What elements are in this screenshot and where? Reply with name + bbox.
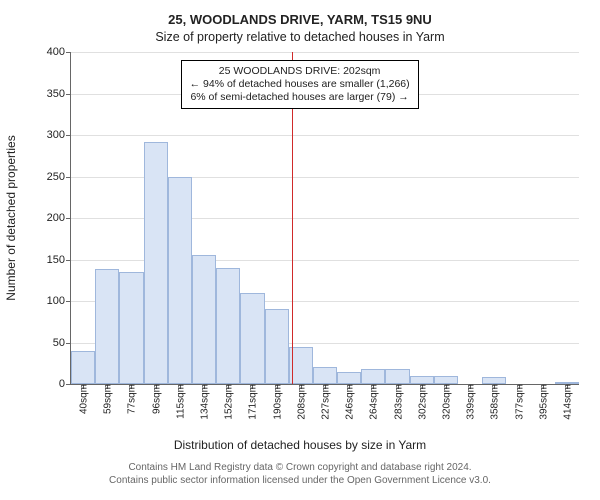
y-tick-label: 300 xyxy=(47,129,71,141)
gridline xyxy=(71,135,579,136)
histogram-bar xyxy=(361,369,385,384)
annotation-line-2: ← 94% of detached houses are smaller (1,… xyxy=(190,78,410,91)
histogram-bar xyxy=(434,376,458,384)
histogram-bar xyxy=(95,269,119,384)
footer-line-1: Contains HM Land Registry data © Crown c… xyxy=(0,462,600,475)
y-tick-label: 200 xyxy=(47,212,71,224)
histogram-bar xyxy=(265,309,289,384)
x-tick-label: 264sqm xyxy=(367,384,380,420)
y-tick-label: 100 xyxy=(47,295,71,307)
x-tick-label: 414sqm xyxy=(560,384,573,420)
chart-subtitle: Size of property relative to detached ho… xyxy=(0,30,600,44)
histogram-bar xyxy=(216,268,240,384)
x-tick-label: 171sqm xyxy=(246,384,259,420)
histogram-bar xyxy=(385,369,409,384)
x-tick-label: 208sqm xyxy=(294,384,307,420)
histogram-bar xyxy=(192,255,216,384)
footer-attribution: Contains HM Land Registry data © Crown c… xyxy=(0,462,600,487)
x-tick-label: 77sqm xyxy=(125,384,138,414)
y-tick-label: 50 xyxy=(53,337,71,349)
histogram-bar xyxy=(482,377,506,384)
histogram-bar xyxy=(240,293,264,384)
histogram-bar xyxy=(337,372,361,384)
x-tick-label: 190sqm xyxy=(270,384,283,420)
x-tick-label: 339sqm xyxy=(464,384,477,420)
y-tick-label: 350 xyxy=(47,88,71,100)
chart-frame: 25, WOODLANDS DRIVE, YARM, TS15 9NU Size… xyxy=(0,0,600,500)
x-tick-label: 152sqm xyxy=(222,384,235,420)
x-tick-label: 302sqm xyxy=(415,384,428,420)
histogram-bar xyxy=(119,272,143,384)
x-tick-label: 40sqm xyxy=(77,384,90,414)
plot-area: 05010015020025030035040040sqm59sqm77sqm9… xyxy=(70,52,579,385)
histogram-bar xyxy=(410,376,434,384)
footer-line-2: Contains public sector information licen… xyxy=(0,475,600,488)
x-tick-label: 59sqm xyxy=(101,384,114,414)
x-tick-label: 283sqm xyxy=(391,384,404,420)
x-tick-label: 227sqm xyxy=(319,384,332,420)
x-tick-label: 115sqm xyxy=(173,384,186,419)
x-axis-title: Distribution of detached houses by size … xyxy=(0,438,600,452)
x-tick-label: 395sqm xyxy=(536,384,549,420)
y-tick-label: 250 xyxy=(47,171,71,183)
annotation-box: 25 WOODLANDS DRIVE: 202sqm← 94% of detac… xyxy=(181,60,419,109)
histogram-bar xyxy=(144,142,168,384)
chart-title: 25, WOODLANDS DRIVE, YARM, TS15 9NU xyxy=(0,12,600,27)
y-axis-title: Number of detached properties xyxy=(4,135,18,300)
x-tick-label: 320sqm xyxy=(439,384,452,420)
y-tick-label: 0 xyxy=(59,378,71,390)
x-tick-label: 377sqm xyxy=(512,384,525,420)
y-tick-label: 150 xyxy=(47,254,71,266)
annotation-line-3: 6% of semi-detached houses are larger (7… xyxy=(190,91,410,104)
histogram-bar xyxy=(71,351,95,384)
x-tick-label: 358sqm xyxy=(488,384,501,420)
annotation-line-1: 25 WOODLANDS DRIVE: 202sqm xyxy=(190,65,410,78)
x-tick-label: 96sqm xyxy=(149,384,162,414)
histogram-bar xyxy=(313,367,337,384)
y-tick-label: 400 xyxy=(47,46,71,58)
gridline xyxy=(71,52,579,53)
histogram-bar xyxy=(168,177,192,385)
x-tick-label: 134sqm xyxy=(198,384,211,420)
x-tick-label: 246sqm xyxy=(343,384,356,420)
